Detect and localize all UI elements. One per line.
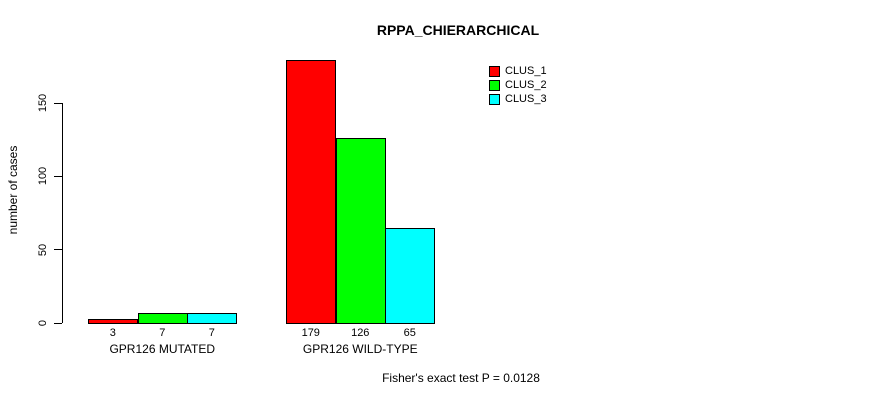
bar-value-label: 7	[159, 327, 166, 339]
category-label: GPR126 WILD-TYPE	[302, 342, 418, 356]
bar-clus_3-group2	[385, 228, 435, 324]
y-axis-line	[62, 103, 63, 323]
bar-clus_3-group1	[187, 313, 237, 324]
legend-swatch-icon	[489, 94, 500, 105]
category-label: GPR126 MUTATED	[109, 342, 216, 356]
bar-clus_2-group2	[336, 138, 386, 324]
chart-title: RPPA_CHIERARCHICAL	[376, 22, 540, 38]
y-axis-tick	[54, 322, 62, 324]
y-axis-label: number of cases	[6, 145, 20, 235]
bar-value-label: 126	[351, 327, 370, 339]
y-axis-tick-label: 100	[37, 167, 49, 186]
legend-label: CLUS_3	[505, 93, 547, 105]
bar-clus_1-group2	[286, 60, 336, 324]
bar-value-label: 7	[208, 327, 215, 339]
y-axis-tick-label: 150	[37, 93, 49, 113]
bar-value-label: 179	[301, 327, 320, 339]
bar-clus_2-group1	[138, 313, 188, 324]
y-axis-tick	[54, 175, 62, 177]
bar-value-label: 3	[109, 327, 116, 339]
legend-label: CLUS_1	[505, 65, 547, 77]
legend-swatch-icon	[489, 66, 500, 77]
bar-value-label: 65	[403, 327, 416, 339]
y-axis-tick-label: 0	[37, 319, 49, 327]
y-axis-tick-label: 50	[37, 243, 49, 256]
y-axis-tick	[54, 249, 62, 251]
legend-label: CLUS_2	[505, 79, 547, 91]
bar-clus_1-group1	[88, 319, 138, 324]
legend-swatch-icon	[489, 80, 500, 91]
y-axis-tick	[54, 102, 62, 104]
stat-annotation: Fisher's exact test P = 0.0128	[382, 371, 540, 385]
